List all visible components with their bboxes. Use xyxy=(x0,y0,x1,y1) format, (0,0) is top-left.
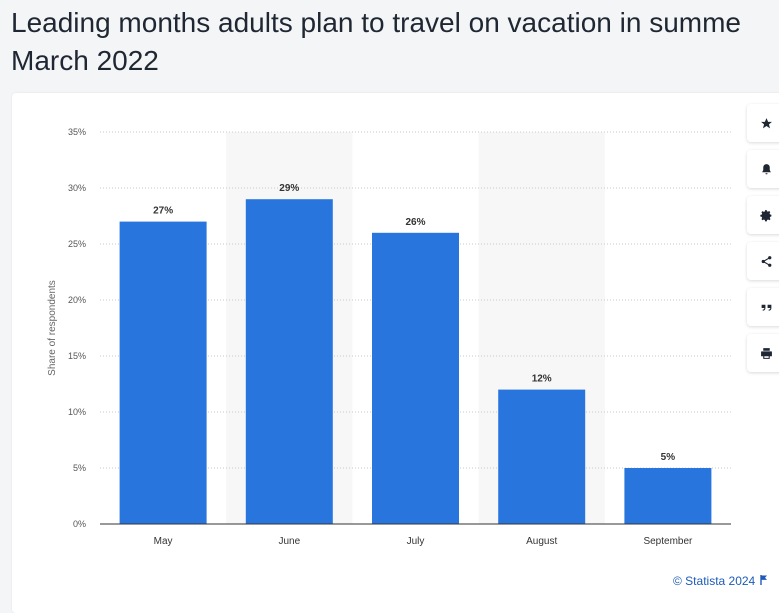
title-line-1: Leading months adults plan to travel on … xyxy=(11,7,741,38)
y-tick-label: 5% xyxy=(73,463,86,473)
bar-september xyxy=(624,468,712,524)
data-label: 27% xyxy=(153,206,173,217)
y-axis-ticks: 0% 5% 10% 15% 20% 25% 30% 35% xyxy=(68,127,86,529)
y-tick-label: 15% xyxy=(68,351,86,361)
quote-icon xyxy=(761,304,772,311)
x-tick-label: July xyxy=(407,536,425,547)
star-icon xyxy=(761,117,772,128)
y-axis-label: Share of respondents xyxy=(47,280,58,376)
y-tick-label: 20% xyxy=(68,295,86,305)
chart-card: 0% 5% 10% 15% 20% 25% 30% 35% 27% 29% 26% 12% 5% Ma… xyxy=(12,93,779,613)
x-tick-label: June xyxy=(278,536,300,547)
share-icon xyxy=(761,255,772,267)
alert-button[interactable] xyxy=(747,150,779,188)
data-label: 12% xyxy=(532,374,552,385)
y-tick-label: 10% xyxy=(68,407,86,417)
cite-button[interactable] xyxy=(747,288,779,326)
y-tick-label: 0% xyxy=(73,519,86,529)
x-tick-label: September xyxy=(643,536,693,547)
bar-july xyxy=(372,232,459,525)
y-tick-label: 30% xyxy=(68,183,86,193)
x-axis-ticks: May June July August September xyxy=(154,536,693,547)
data-label: 29% xyxy=(279,183,299,194)
y-tick-label: 35% xyxy=(68,127,86,137)
title-line-2: March 2022 xyxy=(11,45,159,76)
bell-icon xyxy=(762,163,771,174)
chart-title: Leading months adults plan to travel on … xyxy=(11,4,779,80)
settings-button[interactable] xyxy=(747,196,779,234)
bar-august xyxy=(498,389,586,524)
share-button[interactable] xyxy=(747,242,779,280)
value-labels: 27% 29% 26% 12% 5% xyxy=(153,183,675,463)
statista-credit[interactable]: © Statista 2024 xyxy=(673,574,768,588)
bars xyxy=(119,199,712,525)
bar-may xyxy=(119,221,207,524)
credit-text: © Statista 2024 xyxy=(673,574,756,588)
gear-icon xyxy=(760,209,772,221)
bar-june xyxy=(245,199,333,524)
x-tick-label: August xyxy=(526,536,557,547)
bar-chart: 0% 5% 10% 15% 20% 25% 30% 35% 27% 29% 26% 12% 5% Ma… xyxy=(47,127,731,547)
y-tick-label: 25% xyxy=(68,239,86,249)
data-label: 5% xyxy=(661,452,676,463)
print-icon xyxy=(761,347,772,359)
favorite-button[interactable] xyxy=(747,104,779,142)
x-tick-label: May xyxy=(154,536,173,547)
flag-icon xyxy=(760,575,768,585)
data-label: 26% xyxy=(405,217,425,228)
print-button[interactable] xyxy=(747,334,779,372)
